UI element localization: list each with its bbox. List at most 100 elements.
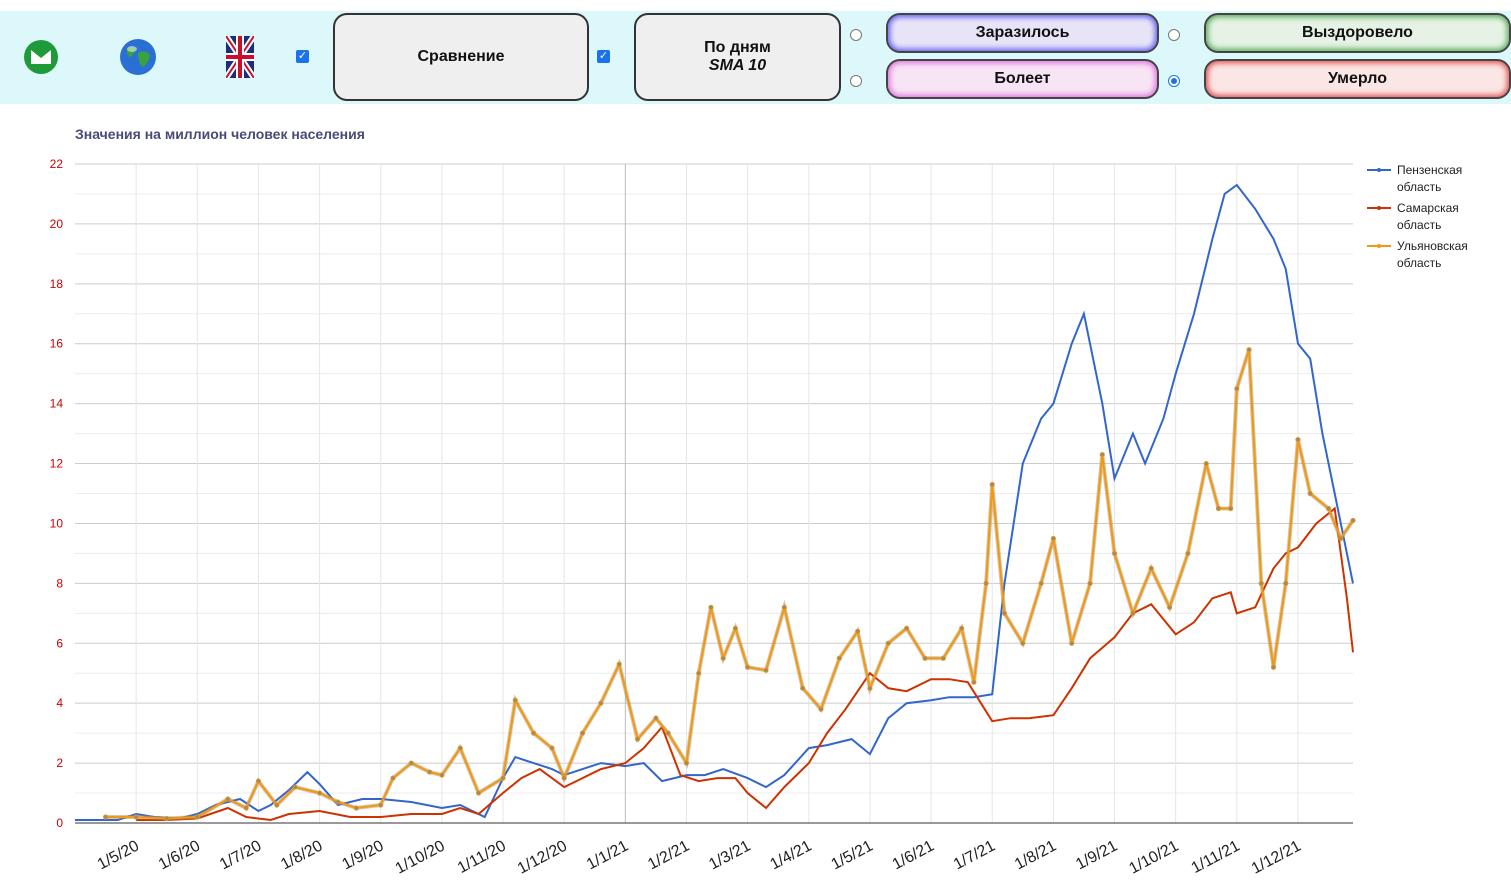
series-point	[745, 664, 751, 670]
x-tick-label: 1/12/20	[515, 837, 570, 877]
series-point	[531, 730, 537, 736]
series-point	[665, 730, 671, 736]
series-point	[781, 604, 787, 610]
died-button[interactable]: Умерло	[1204, 59, 1511, 99]
y-tick-label: 12	[50, 457, 64, 471]
series-point	[292, 784, 298, 790]
x-tick-label: 1/2/21	[645, 837, 692, 873]
mail-icon[interactable]	[24, 40, 58, 74]
series-point	[457, 745, 463, 751]
series-point	[1215, 505, 1222, 512]
recovered-label: Выздоровело	[1302, 24, 1413, 41]
series-point	[390, 775, 396, 781]
series-line	[136, 506, 1354, 822]
x-tick-label: 1/6/21	[890, 837, 937, 873]
recovered-button[interactable]: Выздоровело	[1204, 13, 1511, 53]
legend-label-line2: область	[1397, 180, 1441, 194]
series-point	[378, 802, 384, 808]
x-tick-label: 1/5/20	[95, 837, 142, 873]
x-tick-label: 1/7/20	[217, 837, 264, 873]
series-point	[512, 697, 518, 703]
x-tick-label: 1/1/21	[584, 837, 631, 873]
series-point	[164, 815, 170, 822]
series-point	[225, 796, 231, 802]
series-point	[598, 700, 604, 706]
series-point	[1148, 565, 1154, 571]
series-halo	[105, 349, 1355, 821]
series-point	[561, 775, 567, 781]
x-tick-label: 1/3/21	[706, 837, 753, 873]
series-point	[1325, 505, 1332, 512]
y-tick-label: 0	[56, 816, 63, 830]
legend-marker	[1377, 206, 1381, 210]
series-point	[353, 805, 359, 811]
series-point	[1338, 535, 1344, 542]
series-point	[732, 625, 739, 631]
series-point	[696, 670, 702, 676]
series-point	[1246, 347, 1252, 353]
compare-checkbox[interactable]: ✓	[296, 50, 309, 63]
series-point	[243, 805, 249, 811]
x-tick-label: 1/11/20	[455, 837, 509, 877]
legend-marker	[1377, 168, 1381, 172]
sma-label: SMA 10	[708, 57, 767, 74]
y-tick-label: 8	[56, 576, 63, 590]
radio-died[interactable]	[1168, 75, 1180, 87]
series-point	[427, 769, 433, 775]
series-point	[720, 655, 726, 661]
x-tick-label: 1/10/21	[1126, 837, 1181, 877]
by-days-button[interactable]: По дням SMA 10	[634, 13, 841, 101]
series-point	[194, 814, 200, 820]
radio-sick[interactable]	[850, 75, 862, 87]
x-tick-label: 1/6/20	[156, 837, 203, 873]
top-strip	[0, 0, 1511, 11]
sick-label: Болеет	[994, 70, 1051, 87]
series-point	[1130, 610, 1136, 616]
series-point	[1166, 604, 1173, 610]
series-point	[1270, 664, 1277, 670]
globe-icon[interactable]	[118, 37, 158, 77]
series-point	[616, 661, 622, 667]
x-tick-label: 1/9/20	[339, 837, 386, 873]
series-point	[1185, 550, 1191, 557]
x-tick-label: 1/7/21	[951, 837, 998, 873]
y-tick-label: 20	[50, 217, 64, 231]
series-point	[867, 685, 873, 691]
legend-label: Ульяновская	[1397, 239, 1468, 253]
series-point	[255, 778, 262, 784]
series-point	[959, 625, 965, 631]
series-point	[1069, 640, 1075, 646]
series-point	[653, 715, 659, 721]
x-tick-label: 1/4/21	[767, 837, 814, 873]
compare-button-label: Сравнение	[417, 48, 505, 65]
y-tick-label: 16	[50, 337, 64, 351]
by-days-checkbox[interactable]: ✓	[597, 50, 610, 63]
infected-label: Заразилось	[975, 24, 1070, 41]
series-point	[855, 628, 861, 634]
series-point	[1307, 490, 1313, 497]
legend-marker	[1377, 244, 1381, 248]
series-point	[475, 790, 482, 796]
series-point	[274, 802, 280, 808]
radio-infected[interactable]	[850, 29, 862, 41]
series-point	[708, 604, 714, 610]
x-tick-label: 1/5/21	[829, 837, 876, 873]
series-line	[75, 183, 1354, 821]
series-point	[133, 814, 139, 820]
series-point	[922, 655, 928, 661]
radio-recovered[interactable]	[1168, 29, 1180, 41]
y-tick-label: 22	[50, 157, 64, 171]
uk-flag-icon[interactable]	[226, 36, 254, 78]
series-point	[940, 655, 946, 661]
infected-button[interactable]: Заразилось	[886, 13, 1159, 53]
line-chart: 0 2 4 6 8 10 12 14 16 18 20 22 1/5/20 1/6/20 1/7/20 1/8…	[50, 157, 1468, 878]
series-point	[1050, 535, 1056, 542]
x-tick-label: 1/11/21	[1189, 837, 1243, 877]
legend-label-line2: область	[1397, 218, 1441, 232]
y-tick-label: 2	[56, 756, 63, 770]
series-point	[102, 814, 109, 820]
by-days-label: По дням	[704, 39, 771, 56]
sick-button[interactable]: Болеет	[886, 59, 1159, 99]
series-point	[1234, 386, 1240, 392]
compare-button[interactable]: Сравнение	[333, 13, 589, 101]
